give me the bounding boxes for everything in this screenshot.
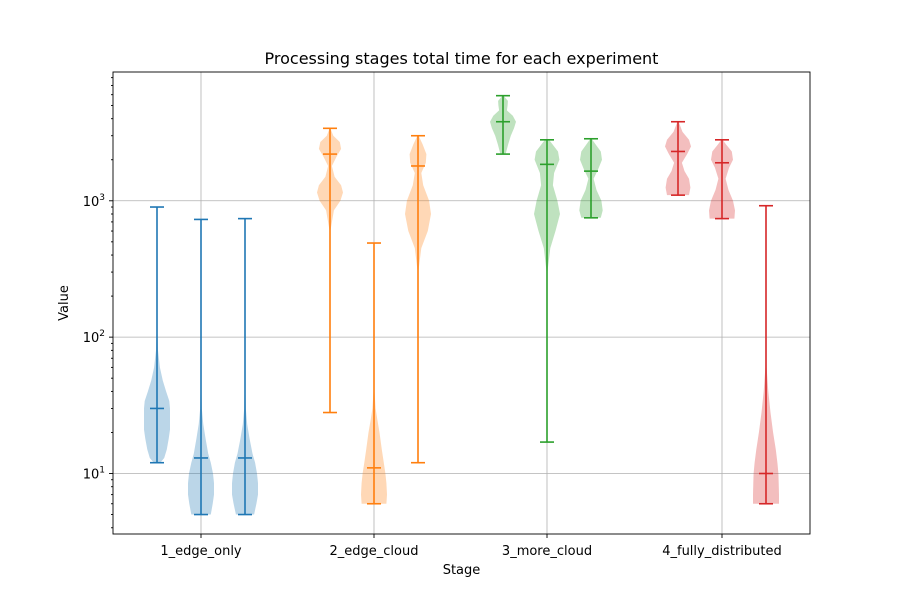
y-tick-base: 10 bbox=[83, 195, 100, 210]
x-tick-label: 2_edge_cloud bbox=[330, 544, 419, 559]
y-tick-exponent: 3 bbox=[99, 193, 105, 203]
y-tick-exponent: 1 bbox=[99, 465, 105, 475]
x-tick-label: 3_more_cloud bbox=[502, 544, 592, 559]
y-tick-exponent: 2 bbox=[99, 329, 105, 339]
grid-lines bbox=[113, 72, 810, 534]
x-axis: 1_edge_only 2_edge_cloud 3_more_cloud 4_ful… bbox=[160, 534, 782, 559]
x-tick-label: 1_edge_only bbox=[160, 544, 242, 559]
y-tick-label: 101 bbox=[83, 465, 105, 482]
chart-title: Processing stages total time for each ex… bbox=[265, 49, 659, 68]
y-tick-label: 102 bbox=[83, 329, 105, 346]
x-tick-label: 4_fully_distributed bbox=[662, 544, 782, 559]
x-axis-label: Stage bbox=[443, 563, 481, 578]
plot-frame bbox=[112, 71, 811, 535]
y-tick-base: 10 bbox=[83, 331, 100, 346]
y-axis-label: Value bbox=[57, 285, 72, 321]
y-tick-base: 10 bbox=[83, 467, 100, 482]
violins bbox=[144, 94, 779, 516]
y-tick-label: 103 bbox=[83, 193, 105, 210]
